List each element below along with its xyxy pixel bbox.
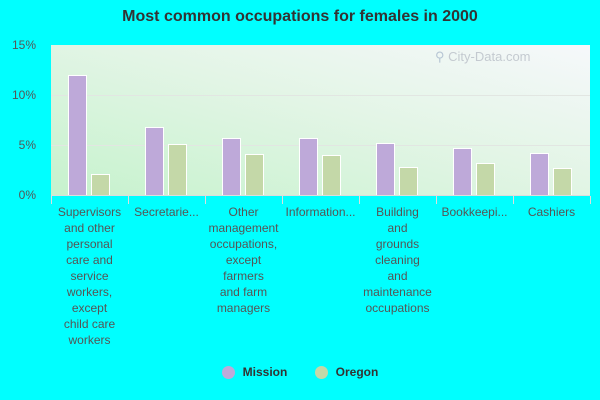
x-tick — [51, 196, 52, 204]
x-category-label: Other management occupations, except far… — [208, 205, 279, 315]
bar-oregon[interactable] — [322, 155, 341, 195]
y-tick-label: 15% — [11, 38, 36, 52]
gridline — [51, 95, 590, 96]
bar-oregon[interactable] — [245, 154, 264, 195]
legend-swatch-oregon-icon — [314, 365, 328, 379]
x-axis-line — [51, 195, 590, 196]
bar-mission[interactable] — [145, 127, 164, 195]
x-tick — [513, 196, 514, 204]
bar-oregon[interactable] — [553, 168, 572, 195]
legend-item-oregon[interactable]: Oregon — [314, 365, 379, 379]
x-tick — [590, 196, 591, 204]
legend-label-oregon: Oregon — [335, 365, 379, 379]
bar-mission[interactable] — [453, 148, 472, 195]
x-tick — [359, 196, 360, 204]
bar-mission[interactable] — [68, 75, 87, 195]
x-category-label: Building and grounds cleaning and mainte… — [363, 205, 432, 315]
bar-oregon[interactable] — [399, 167, 418, 195]
x-category-label: Supervisors and other personal care and … — [57, 205, 122, 347]
watermark: ⚲ City-Data.com — [435, 49, 531, 65]
y-tick-label: 5% — [18, 138, 36, 152]
legend-item-mission[interactable]: Mission — [221, 365, 288, 379]
bar-mission[interactable] — [222, 138, 241, 195]
bar-mission[interactable] — [299, 138, 318, 195]
x-tick — [128, 196, 129, 204]
bar-mission[interactable] — [530, 153, 549, 195]
x-category-label: Secretarie... — [134, 205, 199, 219]
plot-area — [51, 45, 590, 195]
y-tick-label: 0% — [18, 188, 36, 202]
y-tick-label: 10% — [11, 88, 36, 102]
legend-swatch-mission-icon — [221, 365, 235, 379]
magnifier-chart-icon: ⚲ — [435, 49, 445, 64]
x-category-label: Information... — [285, 205, 356, 219]
x-tick — [205, 196, 206, 204]
legend-label-mission: Mission — [242, 365, 288, 379]
x-tick — [436, 196, 437, 204]
x-tick — [282, 196, 283, 204]
chart-title: Most common occupations for females in 2… — [122, 8, 478, 25]
bar-mission[interactable] — [376, 143, 395, 195]
gridline — [51, 145, 590, 146]
watermark-text: City-Data.com — [448, 49, 531, 64]
legend: Mission Oregon — [0, 365, 600, 382]
bar-oregon[interactable] — [168, 144, 187, 195]
bar-oregon[interactable] — [476, 163, 495, 195]
bar-oregon[interactable] — [91, 174, 110, 195]
x-category-label: Cashiers — [527, 205, 576, 219]
x-category-label: Bookkeepi... — [441, 205, 508, 219]
